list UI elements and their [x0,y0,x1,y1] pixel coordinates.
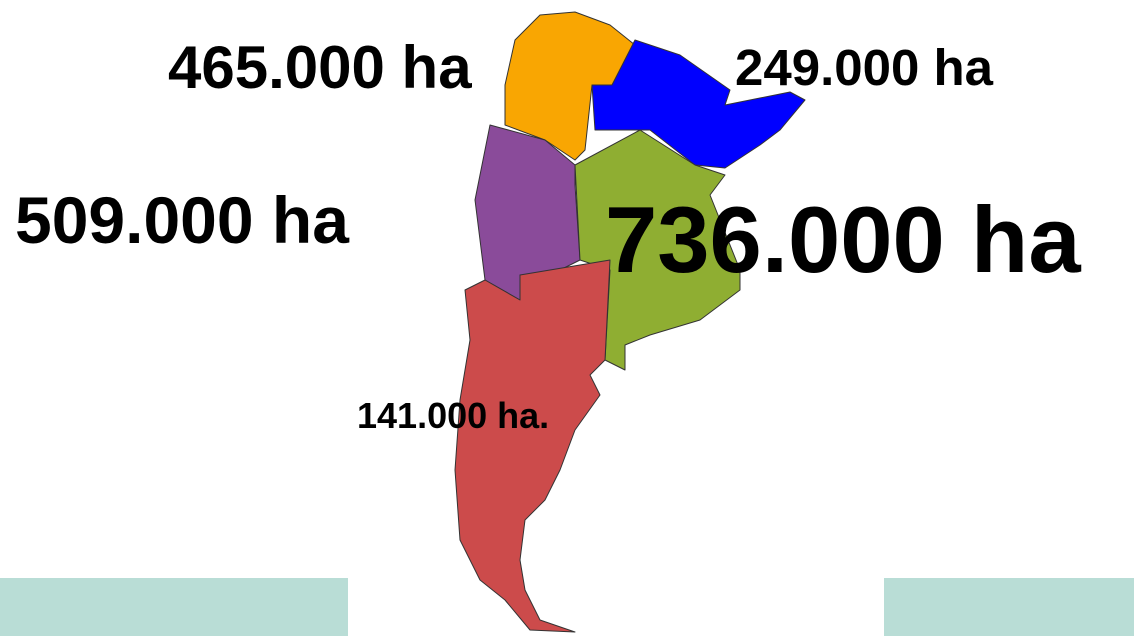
label-cuyo: 509.000 ha [15,183,350,257]
region-northwest [504,11,636,161]
regions [454,11,806,633]
label-northwest: 465.000 ha [168,34,472,101]
label-pampas: 736.000 ha [605,187,1081,292]
panel-left [0,578,348,636]
panel-right [884,578,1134,636]
label-patagonia: 141.000 ha. [357,395,549,436]
region-patagonia [454,259,611,633]
region-northeast [591,39,806,169]
label-northeast: 249.000 ha [735,39,994,96]
